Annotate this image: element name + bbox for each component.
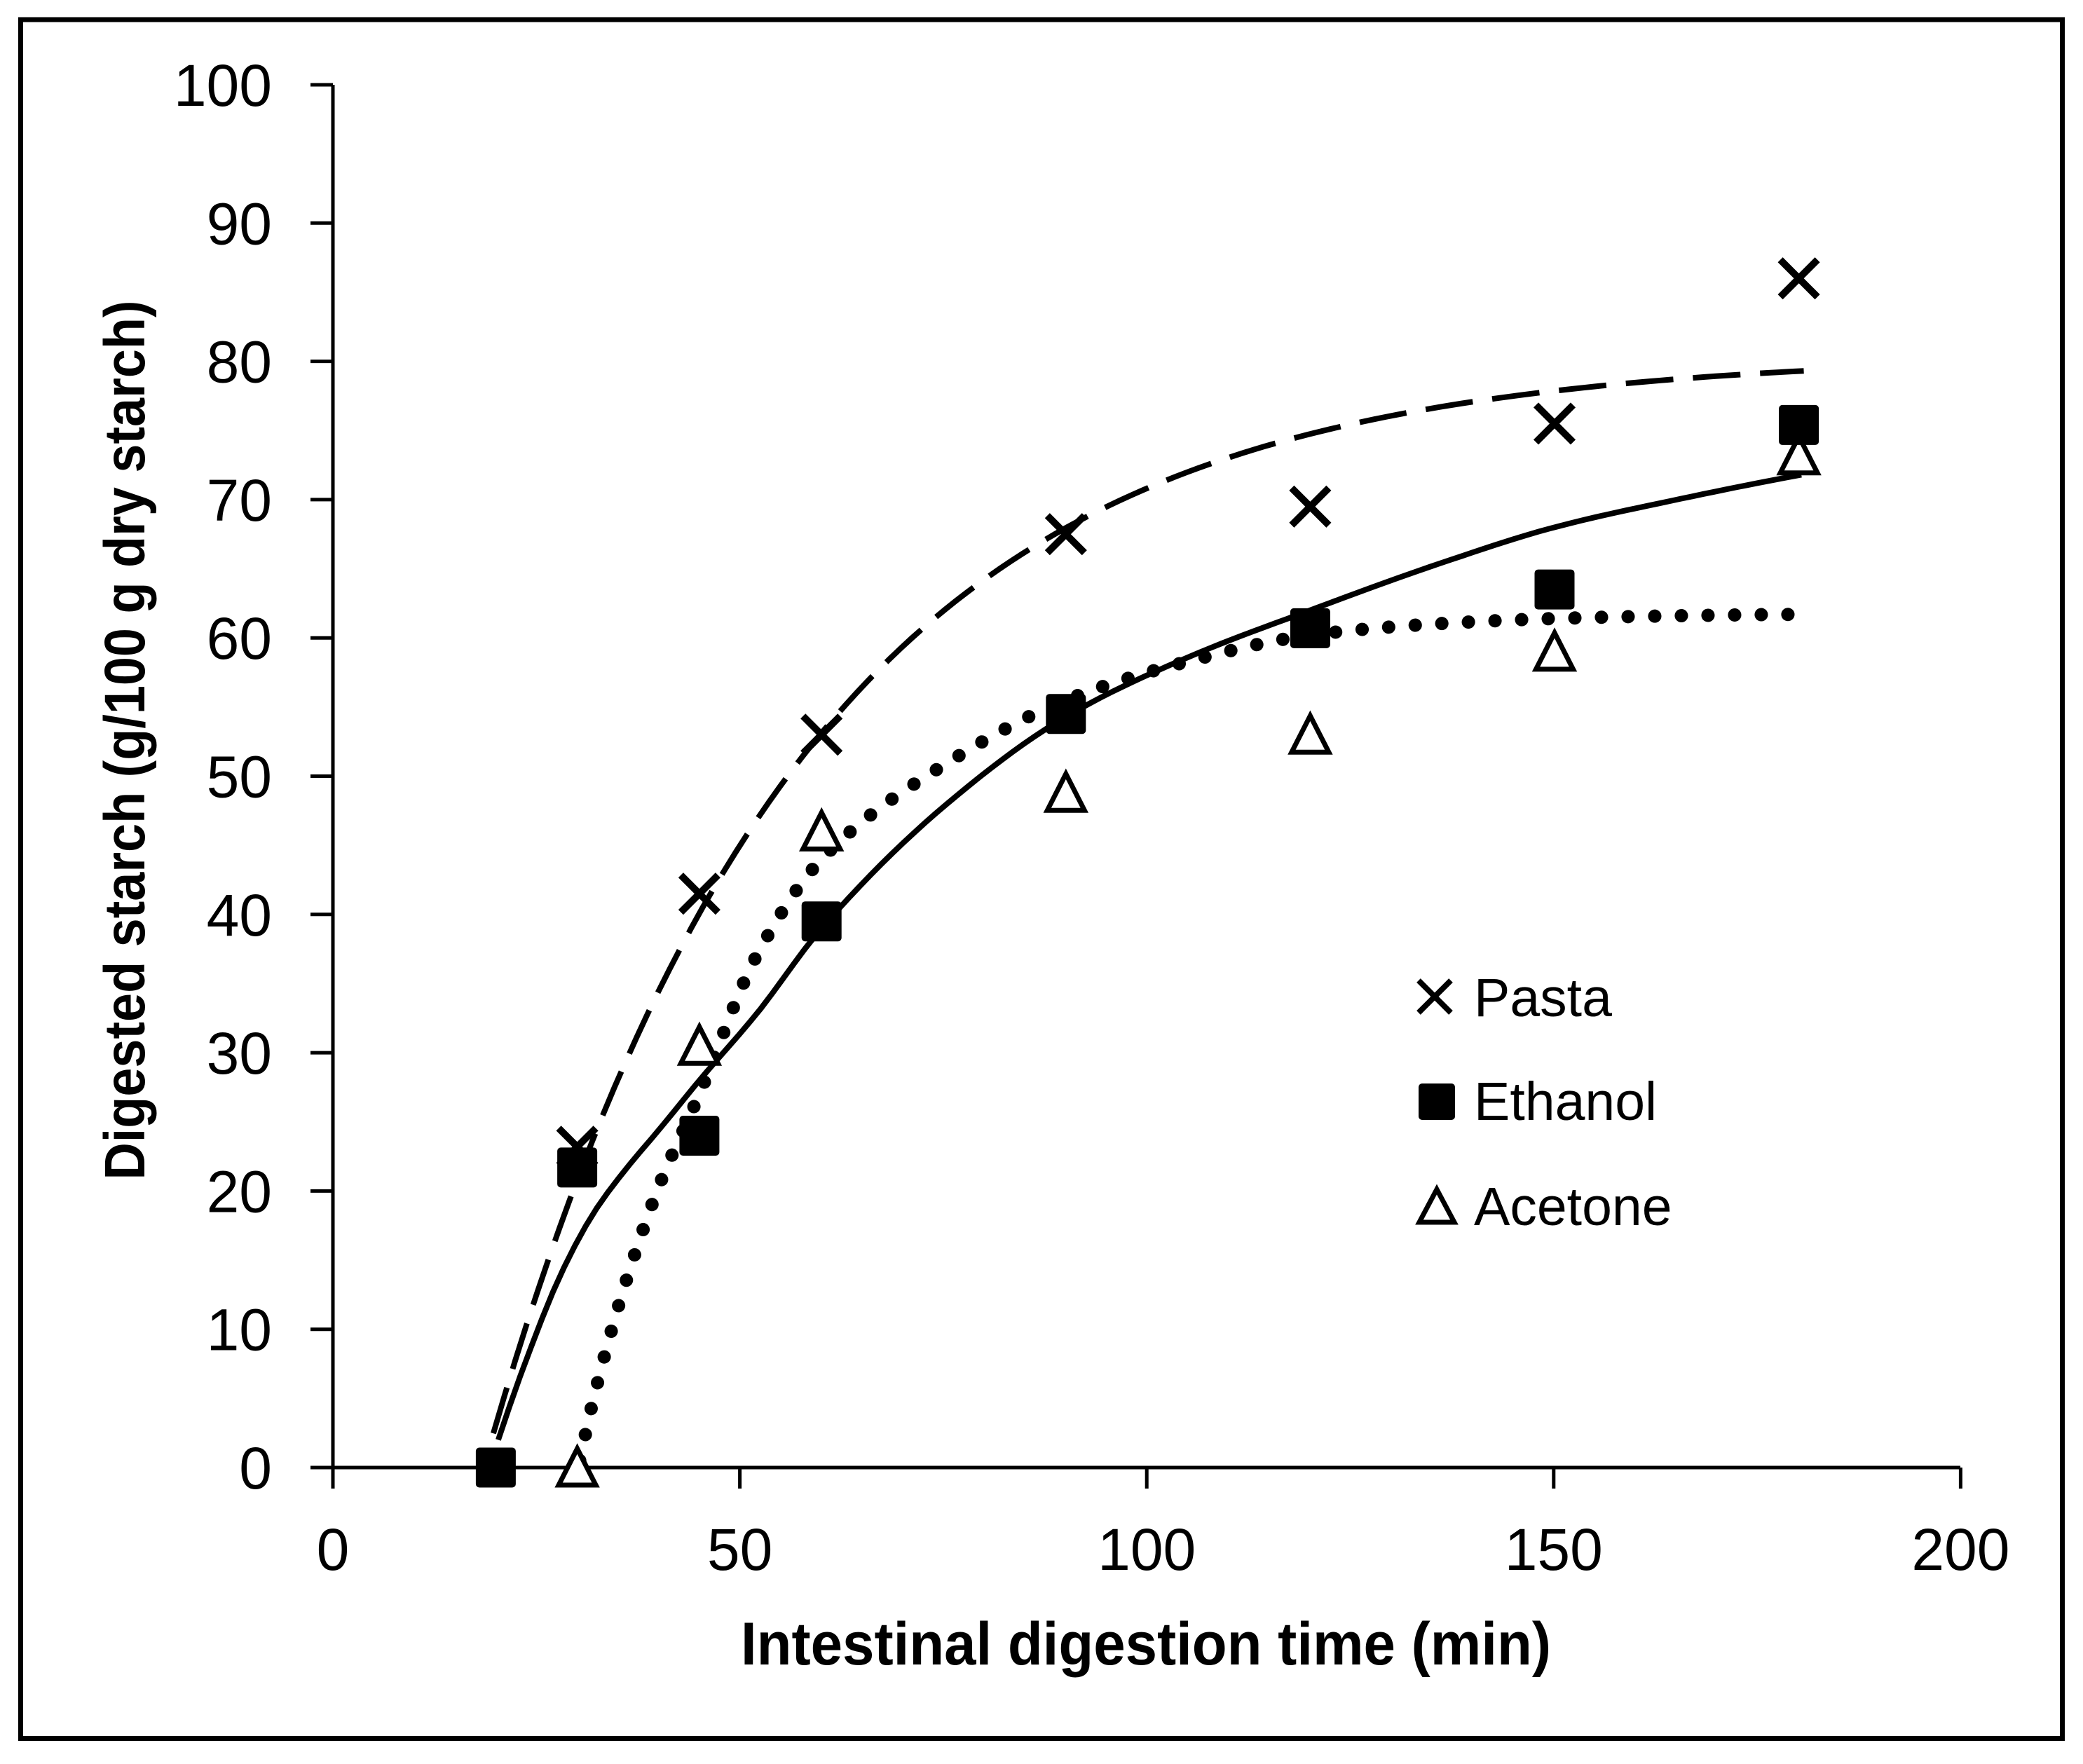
svg-text:30: 30 [207,1020,272,1086]
svg-text:90: 90 [207,191,272,257]
svg-text:70: 70 [207,467,272,533]
svg-text:Pasta: Pasta [1474,968,1612,1028]
svg-text:200: 200 [1911,1517,2009,1582]
svg-text:100: 100 [1098,1517,1196,1582]
svg-text:Acetone: Acetone [1474,1177,1672,1237]
svg-text:50: 50 [707,1517,772,1582]
svg-text:10: 10 [207,1297,272,1363]
svg-text:Intestinal digestion time (min: Intestinal digestion time (min) [741,1611,1551,1678]
svg-text:80: 80 [207,329,272,395]
svg-text:150: 150 [1505,1517,1603,1582]
svg-text:0: 0 [239,1435,272,1501]
svg-text:20: 20 [207,1158,272,1224]
svg-text:60: 60 [207,606,272,671]
svg-text:100: 100 [174,53,272,118]
svg-text:0: 0 [317,1517,350,1582]
svg-text:Ethanol: Ethanol [1474,1072,1657,1132]
svg-text:Digested starch (g/100 g dry s: Digested starch (g/100 g dry starch) [93,301,157,1180]
svg-text:40: 40 [207,882,272,948]
svg-text:50: 50 [207,744,272,810]
